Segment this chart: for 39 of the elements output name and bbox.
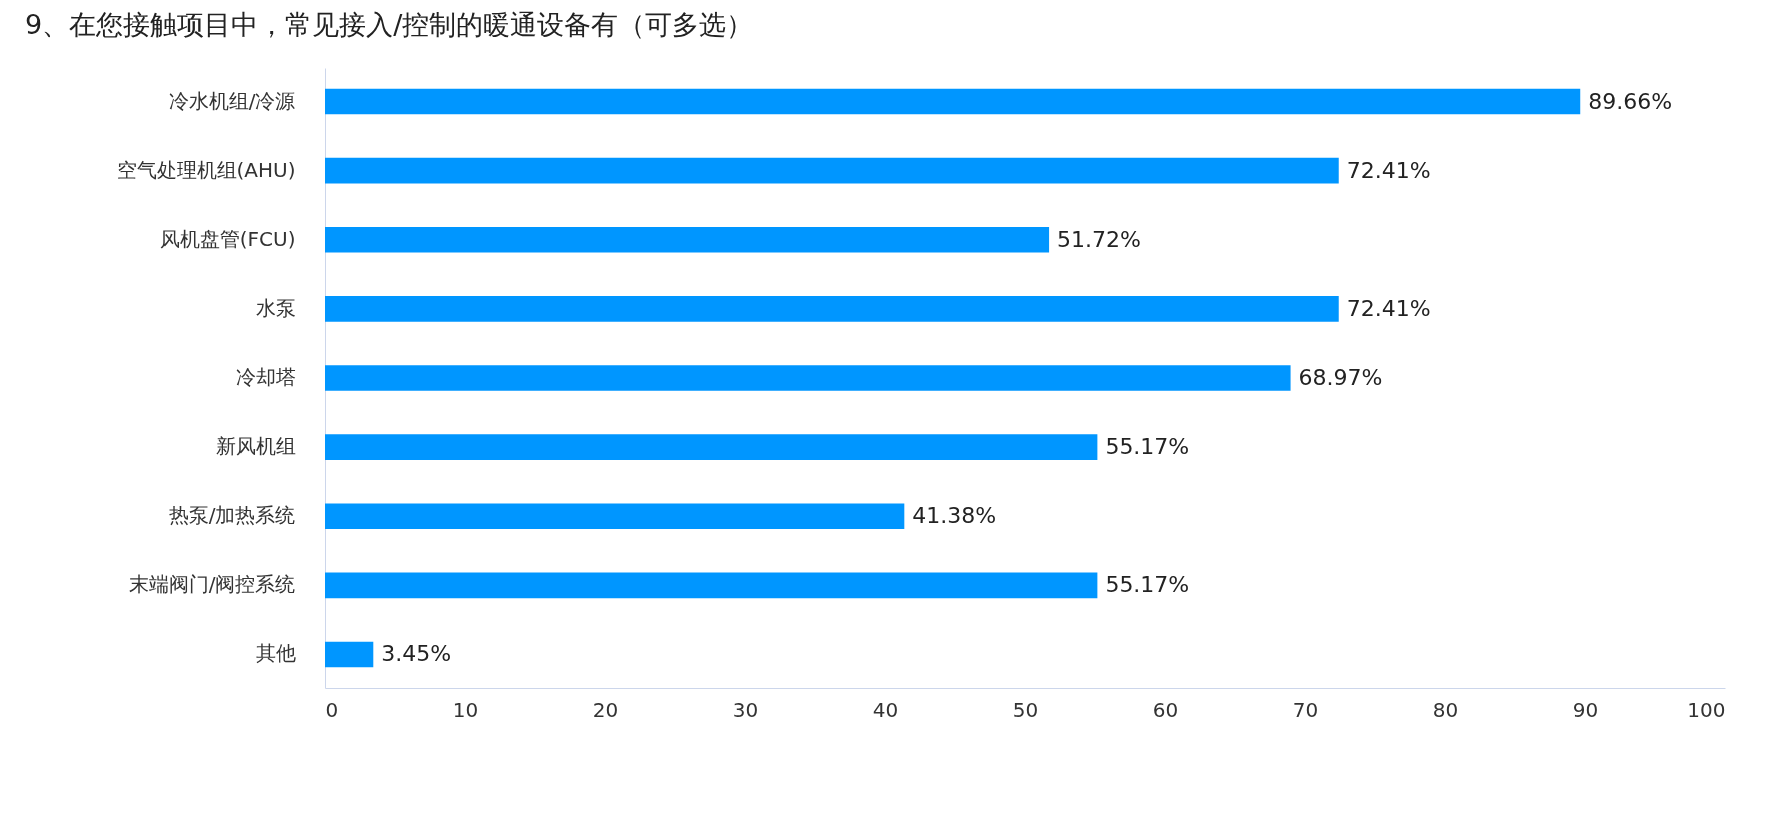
y-tick-label: 冷水机组/冷源: [168, 88, 296, 113]
data-label: 55.17%: [1105, 572, 1190, 598]
x-tick-label: 50: [1012, 697, 1039, 722]
bar: [325, 88, 1581, 115]
bar: [325, 226, 1050, 253]
data-label: 72.41%: [1346, 295, 1431, 321]
y-tick-label: 冷却塔: [235, 365, 296, 389]
x-tick-label: 90: [1572, 697, 1599, 722]
data-label: 51.72%: [1057, 226, 1141, 252]
x-tick-label: 10: [452, 697, 479, 722]
data-label: 41.38%: [912, 503, 997, 529]
bar: [325, 641, 374, 668]
data-label: 89.66%: [1588, 88, 1673, 114]
bar: [325, 503, 905, 530]
x-tick-label: 20: [592, 697, 619, 722]
x-tick-label: 70: [1292, 697, 1319, 722]
x-tick-label: 80: [1432, 697, 1459, 722]
chart-title: 9、在您接触项目中，常见接入/控制的暖通设备有（可多选）: [25, 9, 754, 40]
bar: [325, 365, 1291, 391]
x-tick-label: 40: [872, 697, 899, 722]
y-tick-label: 水泵: [255, 295, 296, 320]
y-tick-label: 热泵/加热系统: [168, 503, 296, 528]
x-tick-label: 60: [1152, 697, 1179, 722]
y-tick-label: 末端阀门/阀控系统: [128, 572, 296, 597]
x-tick-label: 30: [732, 697, 759, 722]
y-tick-label: 新风机组: [215, 434, 296, 459]
bar: [325, 296, 1339, 322]
data-label: 55.17%: [1105, 434, 1190, 460]
x-tick-label: 100: [1687, 697, 1726, 722]
data-label: 68.97%: [1298, 365, 1383, 390]
data-label: 3.45%: [381, 641, 452, 667]
y-tick-label: 其他: [255, 641, 296, 666]
bar: [325, 157, 1339, 184]
data-label: 72.41%: [1346, 157, 1431, 183]
bar: [325, 572, 1098, 599]
y-tick-label: 空气处理机组(AHU): [116, 157, 296, 182]
y-tick-label: 风机盘管(FCU): [159, 226, 296, 251]
bar: [325, 434, 1098, 460]
x-tick-label: 0: [325, 697, 339, 722]
